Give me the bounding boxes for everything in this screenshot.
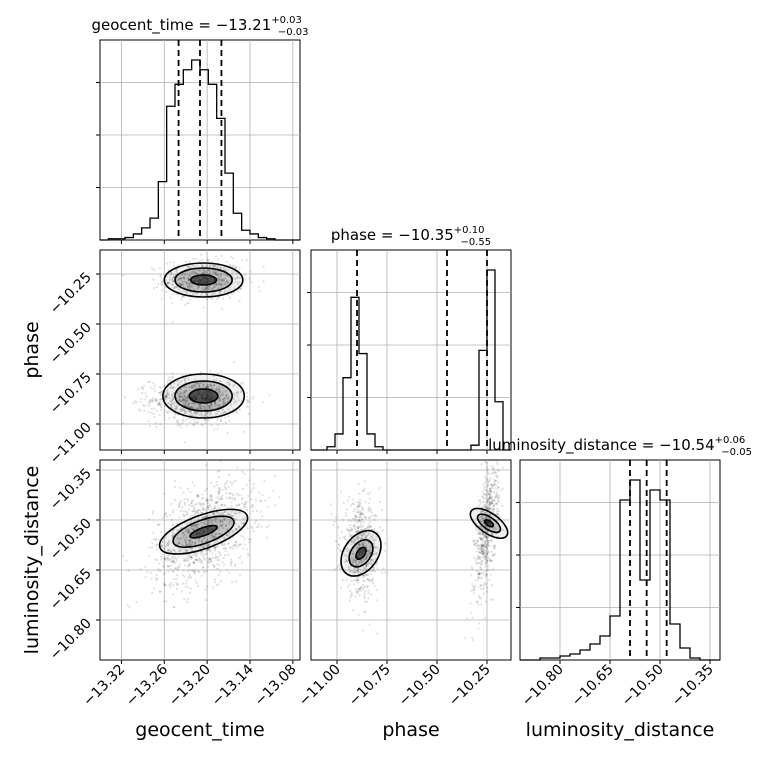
title-sub: −0.05	[721, 447, 752, 458]
scatter-panel-phase-vs-geocent_time	[99, 249, 301, 451]
x-tick-label: −10.75	[346, 662, 394, 710]
x-tick-label: −13.32	[80, 662, 128, 710]
hist-step-luminosity_distance	[520, 479, 720, 661]
sample-points	[122, 460, 281, 609]
y-tick-label: −10.50	[47, 320, 95, 368]
panel-title-phase: phase = −10.35+0.10 −0.55	[331, 225, 491, 248]
contour-level-2	[189, 524, 218, 539]
contour-level-2	[355, 546, 367, 561]
panel-frame	[310, 459, 512, 661]
x-axis-luminosity_distance: −10.80 −10.65 −10.50 −10.35 luminosity_dista…	[519, 660, 717, 741]
y-axis-label-luminosity_distance: luminosity_distance	[21, 466, 43, 655]
sample-points	[121, 253, 271, 444]
title-sup: +0.10	[454, 225, 485, 236]
y-tick-label: −10.80	[47, 616, 95, 664]
x-tick-label: −13.08	[252, 662, 300, 710]
x-axis-geocent_time: −13.32−13.26−13.20−13.14−13.08 geocent_ti…	[80, 660, 300, 741]
x-axis-phase: −11.00 −10.75 −10.50 −10.25 phase	[296, 660, 494, 741]
title-main: geocent_time = −13.21	[91, 16, 271, 35]
x-tick-label: −10.50	[619, 662, 667, 710]
sample-points	[329, 460, 509, 642]
panel-title-luminosity_distance: luminosity_distance = −10.54+0.06 −0.05	[488, 435, 752, 458]
hist-panel-geocent_time: geocent_time = −13.21+0.03 −0.03	[91, 15, 309, 244]
y-tick-label: −10.65	[47, 566, 95, 614]
x-axis-label-luminosity_distance: luminosity_distance	[526, 719, 715, 741]
x-tick-label: −10.25	[446, 662, 494, 710]
x-tick-label: −13.26	[123, 661, 171, 709]
y-tick-label: −10.25	[47, 270, 95, 318]
y-tick-label: −10.75	[47, 370, 95, 418]
x-tick-label: −10.35	[669, 662, 717, 710]
y-tick-label: −10.35	[47, 466, 95, 514]
contour-level-2	[189, 274, 218, 286]
title-sub: −0.55	[460, 237, 491, 248]
title-sup: +0.06	[715, 435, 746, 446]
x-tick-label: −10.80	[519, 662, 567, 710]
title-main: luminosity_distance = −10.54	[488, 436, 715, 455]
contour-level-2	[483, 519, 495, 528]
title-sub: −0.03	[278, 27, 309, 38]
hist-panel-phase: phase = −10.35+0.10 −0.55	[307, 225, 512, 454]
x-tick-label: −13.20	[166, 662, 214, 710]
hist-step-phase	[311, 269, 511, 451]
x-tick-label: −10.50	[396, 662, 444, 710]
panel-frame	[310, 249, 512, 451]
x-tick-label: −11.00	[296, 662, 344, 710]
y-tick-label: −11.00	[47, 420, 95, 468]
x-tick-label: −10.65	[569, 662, 617, 710]
y-tick-label: −10.50	[47, 516, 95, 564]
x-tick-label: −13.14	[209, 661, 257, 709]
panel-title-geocent_time: geocent_time = −13.21+0.03 −0.03	[91, 15, 308, 38]
title-sup: +0.03	[271, 15, 302, 26]
hist-panel-luminosity_distance: luminosity_distance = −10.54+0.06 −0.05	[488, 435, 752, 664]
scatter-panel-luminosity_distance-vs-phase	[310, 459, 512, 661]
panel-frame	[99, 459, 301, 661]
contour-level-2	[188, 388, 219, 404]
x-axis-label-phase: phase	[382, 719, 439, 741]
y-axis-label-phase: phase	[21, 321, 43, 378]
scatter-panel-luminosity_distance-vs-geocent_time	[99, 459, 301, 661]
x-axis-label-geocent_time: geocent_time	[135, 719, 264, 741]
title-main: phase = −10.35	[331, 226, 454, 244]
y-axis-luminosity_distance: −10.80−10.65−10.50−10.35luminosity_dista…	[21, 466, 100, 664]
